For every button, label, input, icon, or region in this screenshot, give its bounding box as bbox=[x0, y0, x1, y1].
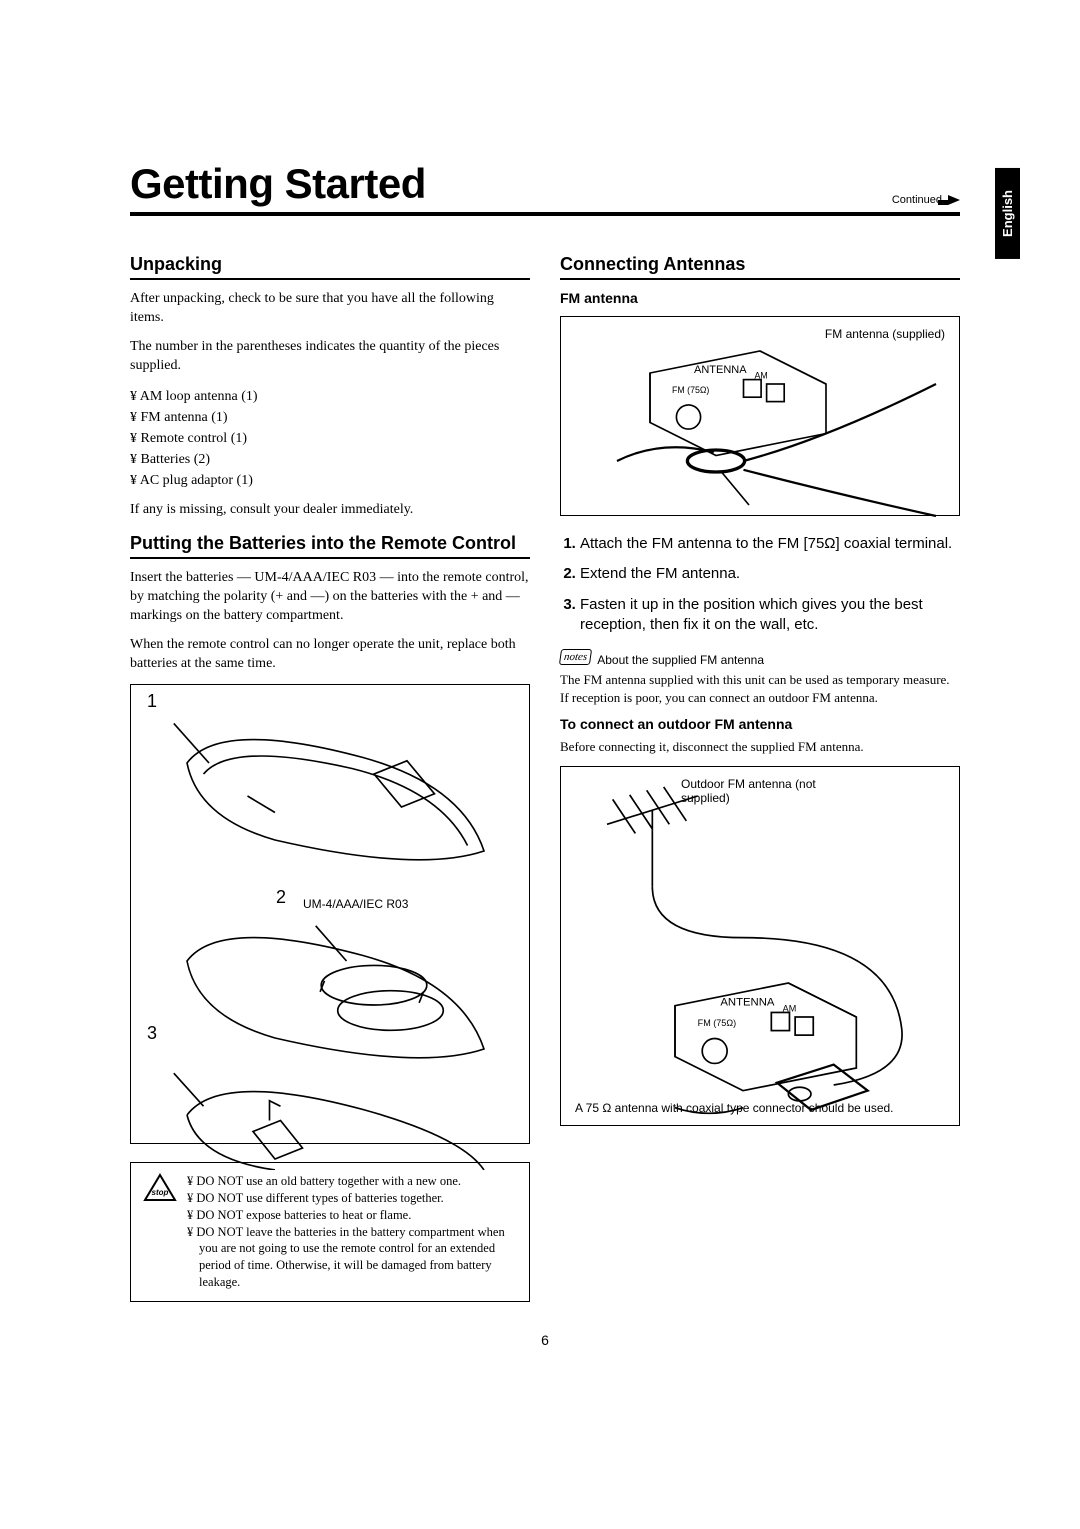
outdoor-body: Before connecting it, disconnect the sup… bbox=[560, 738, 960, 756]
list-item: DO NOT leave the batteries in the batter… bbox=[187, 1224, 517, 1292]
list-item: Attach the FM antenna to the FM [75Ω] co… bbox=[580, 534, 960, 554]
warning-list: DO NOT use an old battery together with … bbox=[187, 1173, 517, 1291]
svg-text:ANTENNA: ANTENNA bbox=[694, 364, 747, 376]
svg-text:FM (75Ω): FM (75Ω) bbox=[672, 385, 709, 395]
fm-fig-label: FM antenna (supplied) bbox=[825, 327, 945, 341]
outdoor-antenna-figure: Outdoor FM antenna (not supplied) ANTENN… bbox=[560, 766, 960, 1126]
batteries-body-1: Insert the batteries — UM-4/AAA/IEC R03 … bbox=[130, 569, 530, 626]
outdoor-antenna-diagram-icon: ANTENNA FM (75Ω) AM bbox=[573, 779, 947, 1142]
antennas-heading: Connecting Antennas bbox=[560, 254, 960, 280]
fm-terminal-diagram-icon: ANTENNA FM (75Ω) AM bbox=[573, 329, 947, 527]
language-tab: English bbox=[995, 168, 1020, 259]
page-header: Getting Started Continued bbox=[130, 160, 960, 216]
battery-diagram-icon bbox=[143, 697, 517, 1170]
list-item: DO NOT use different types of batteries … bbox=[187, 1190, 517, 1207]
batteries-heading: Putting the Batteries into the Remote Co… bbox=[130, 533, 530, 559]
left-column: Unpacking After unpacking, check to be s… bbox=[130, 240, 530, 1302]
list-item: Extend the FM antenna. bbox=[580, 564, 960, 584]
fm-antenna-sub: FM antenna bbox=[560, 290, 960, 306]
notes-icon: notes bbox=[559, 649, 592, 665]
svg-text:ANTENNA: ANTENNA bbox=[720, 996, 775, 1008]
page-number: 6 bbox=[130, 1332, 960, 1348]
list-item: FM antenna (1) bbox=[130, 407, 530, 428]
note-block: notes About the supplied FM antenna bbox=[560, 649, 960, 667]
unpacking-heading: Unpacking bbox=[130, 254, 530, 280]
note-title: About the supplied FM antenna bbox=[597, 649, 764, 667]
unpacking-intro-2: The number in the parentheses indicates … bbox=[130, 338, 530, 376]
list-item: DO NOT expose batteries to heat or flame… bbox=[187, 1207, 517, 1224]
right-column: Connecting Antennas FM antenna FM antenn… bbox=[560, 240, 960, 1302]
note-body: The FM antenna supplied with this unit c… bbox=[560, 671, 960, 706]
battery-warning-box: stop DO NOT use an old battery together … bbox=[130, 1162, 530, 1302]
svg-text:stop: stop bbox=[152, 1188, 169, 1197]
outdoor-caption: A 75 Ω antenna with coaxial type connect… bbox=[575, 1101, 945, 1115]
fig-step-2: 2 bbox=[276, 887, 286, 908]
continued-label: Continued bbox=[892, 194, 942, 206]
svg-text:FM (75Ω): FM (75Ω) bbox=[698, 1018, 736, 1028]
fig-step-1: 1 bbox=[147, 691, 157, 712]
fig-step-3: 3 bbox=[147, 1023, 157, 1044]
list-item: AC plug adaptor (1) bbox=[130, 470, 530, 491]
battery-figure: 1 2 UM-4/AAA/IEC R03 3 bbox=[130, 684, 530, 1144]
list-item: Batteries (2) bbox=[130, 449, 530, 470]
outdoor-fig-label: Outdoor FM antenna (not supplied) bbox=[681, 777, 831, 805]
fig-battery-type: UM-4/AAA/IEC R03 bbox=[303, 897, 408, 911]
continued-indicator: Continued bbox=[892, 194, 960, 212]
continued-arrow-icon bbox=[948, 195, 960, 205]
fm-steps: Attach the FM antenna to the FM [75Ω] co… bbox=[560, 534, 960, 635]
unpacking-list: AM loop antenna (1) FM antenna (1) Remot… bbox=[130, 386, 530, 491]
list-item: Remote control (1) bbox=[130, 428, 530, 449]
page-title: Getting Started bbox=[130, 160, 426, 212]
list-item: AM loop antenna (1) bbox=[130, 386, 530, 407]
unpacking-intro-1: After unpacking, check to be sure that y… bbox=[130, 290, 530, 328]
list-item: DO NOT use an old battery together with … bbox=[187, 1173, 517, 1190]
fm-antenna-figure: FM antenna (supplied) ANTENNA FM (75Ω) A… bbox=[560, 316, 960, 516]
list-item: Fasten it up in the position which gives… bbox=[580, 595, 960, 636]
outdoor-heading: To connect an outdoor FM antenna bbox=[560, 716, 960, 732]
batteries-body-2: When the remote control can no longer op… bbox=[130, 636, 530, 674]
unpacking-footer: If any is missing, consult your dealer i… bbox=[130, 501, 530, 520]
stop-icon: stop bbox=[143, 1173, 177, 1208]
